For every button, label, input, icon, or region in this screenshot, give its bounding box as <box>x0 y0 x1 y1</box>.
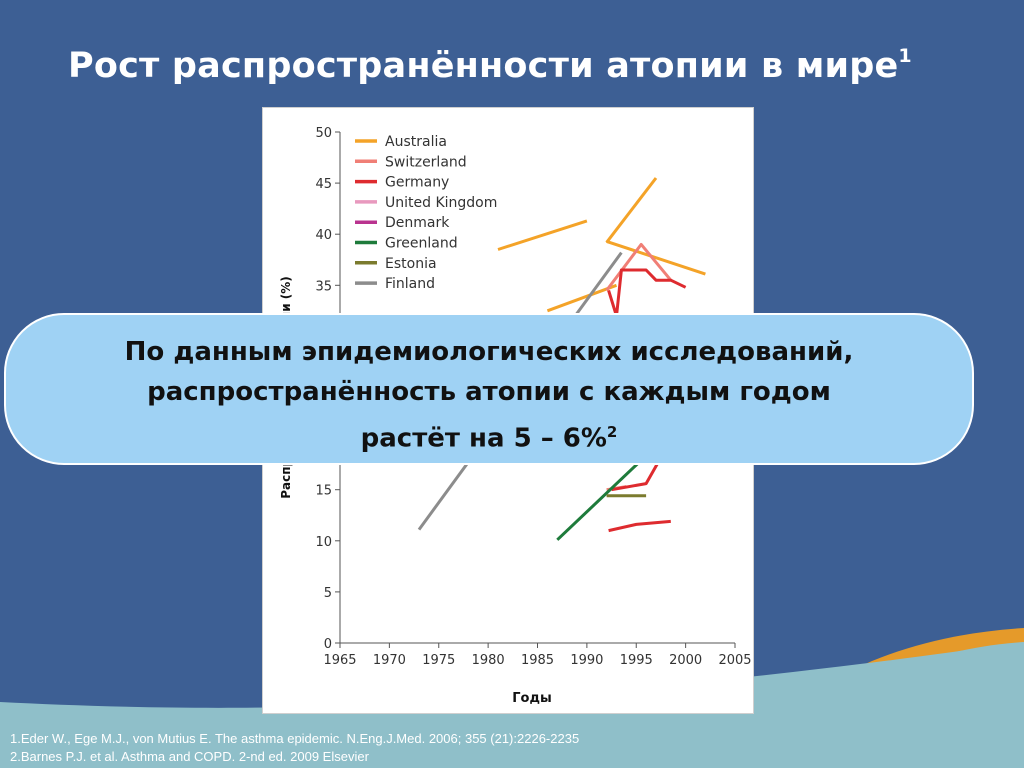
y-tick-label: 0 <box>324 637 332 652</box>
x-tick-label: 1980 <box>472 653 505 668</box>
x-tick-label: 1965 <box>323 653 356 668</box>
chart-legend: Australia Switzerland Germany United Kingdo… <box>355 134 497 292</box>
slide-title: Рост распространённости атопии в мире1 <box>68 45 912 86</box>
legend-label: United Kingdom <box>385 195 497 211</box>
x-tick-label: 2005 <box>718 653 751 668</box>
callout-box: По данным эпидемиологических исследовани… <box>4 313 974 465</box>
callout-footnote: 2 <box>606 423 618 441</box>
series-line-germany <box>608 519 671 533</box>
title-footnote: 1 <box>898 45 912 68</box>
legend-label: Denmark <box>385 215 450 231</box>
x-tick-label: 2000 <box>669 653 702 668</box>
legend-label: Greenland <box>385 236 458 252</box>
legend-label: Estonia <box>385 256 437 272</box>
legend-label: Finland <box>385 276 435 292</box>
x-axis-label: Годы <box>512 691 551 706</box>
series-line-australia <box>605 177 658 244</box>
x-axis-label-box <box>449 685 615 707</box>
y-tick-label: 15 <box>315 484 332 499</box>
reference-1: 1.Eder W., Ege M.J., von Mutius E. The a… <box>10 731 580 746</box>
y-tick-label: 45 <box>315 177 332 192</box>
callout-line: распространённость атопии с каждым годом <box>147 377 831 407</box>
series-line-australia <box>606 239 706 276</box>
series-line-greenland <box>556 449 653 541</box>
legend-label: Germany <box>385 175 449 191</box>
x-tick-label: 1995 <box>620 653 653 668</box>
callout-line: растёт на 5 – 6%2 <box>360 423 618 454</box>
y-tick-label: 35 <box>315 279 332 294</box>
y-tick-label: 10 <box>315 535 332 550</box>
legend-label: Switzerland <box>385 154 467 170</box>
references: 1.Eder W., Ege M.J., von Mutius E. The a… <box>10 730 579 766</box>
series-line-germany <box>607 268 687 318</box>
legend-label: Australia <box>385 134 447 150</box>
y-tick-label: 50 <box>315 126 332 141</box>
y-tick-label: 5 <box>324 586 332 601</box>
x-tick-label: 1985 <box>521 653 554 668</box>
x-tick-label: 1975 <box>422 653 455 668</box>
series-line-switzerland <box>605 242 672 292</box>
series-line-australia <box>497 219 588 251</box>
reference-2: 2.Barnes P.J. et al. Asthma and COPD. 2-… <box>10 749 369 764</box>
series-line-australia <box>546 283 618 313</box>
y-tick-label: 40 <box>315 228 332 243</box>
x-tick-label: 1990 <box>570 653 603 668</box>
x-tick-label: 1970 <box>373 653 406 668</box>
callout-line: По данным эпидемиологических исследовани… <box>124 337 854 367</box>
